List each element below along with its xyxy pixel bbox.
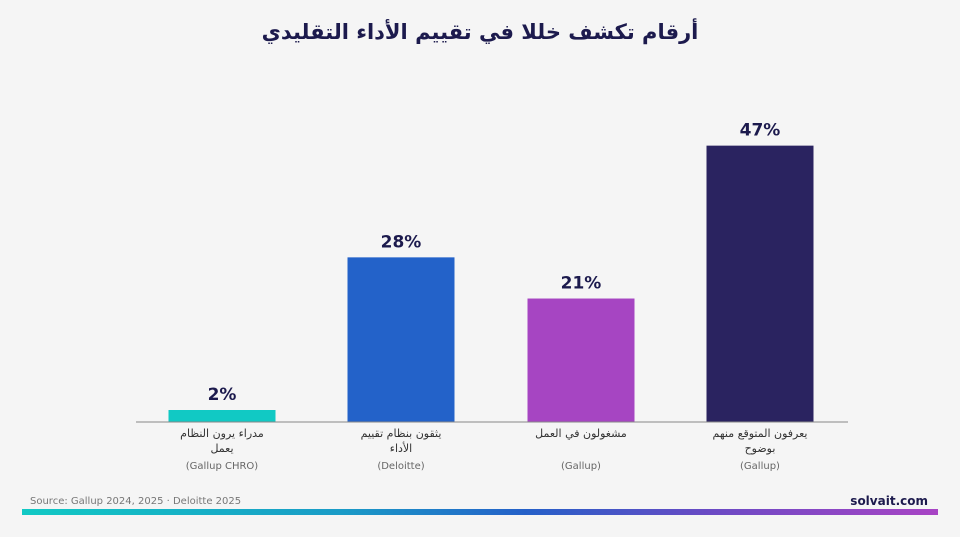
category-label: يعرفون المتوقع منهم: [713, 427, 808, 440]
category-label: مدراء يرون النظام: [180, 427, 264, 440]
chart-title: أرقام تكشف خللا في تقييم الأداء التقليدي: [261, 20, 699, 44]
data-label: 47%: [740, 121, 781, 141]
footer-gradient-bar: [22, 509, 938, 515]
data-label: 21%: [561, 274, 602, 294]
source-note: Source: Gallup 2024, 2025 · Deloitte 202…: [30, 496, 242, 507]
category-source: (Gallup): [740, 461, 780, 472]
bar: [168, 410, 276, 422]
bar: [527, 298, 635, 422]
category-label: مشغولون في العمل: [535, 427, 627, 440]
category-label: يثقون بنظام تقييم: [361, 427, 442, 440]
category-label: بوضوح: [745, 442, 776, 455]
category-label: الأداء: [390, 441, 412, 455]
category-label: يعمل: [210, 442, 233, 455]
category-source: (Gallup): [561, 461, 601, 472]
bar: [706, 145, 814, 422]
brand-link[interactable]: solvait.com: [850, 494, 928, 508]
category-source: (Gallup CHRO): [186, 461, 259, 472]
data-label: 2%: [208, 385, 237, 405]
data-label: 28%: [381, 232, 422, 252]
category-source: (Deloitte): [377, 461, 424, 472]
bar: [347, 257, 455, 422]
